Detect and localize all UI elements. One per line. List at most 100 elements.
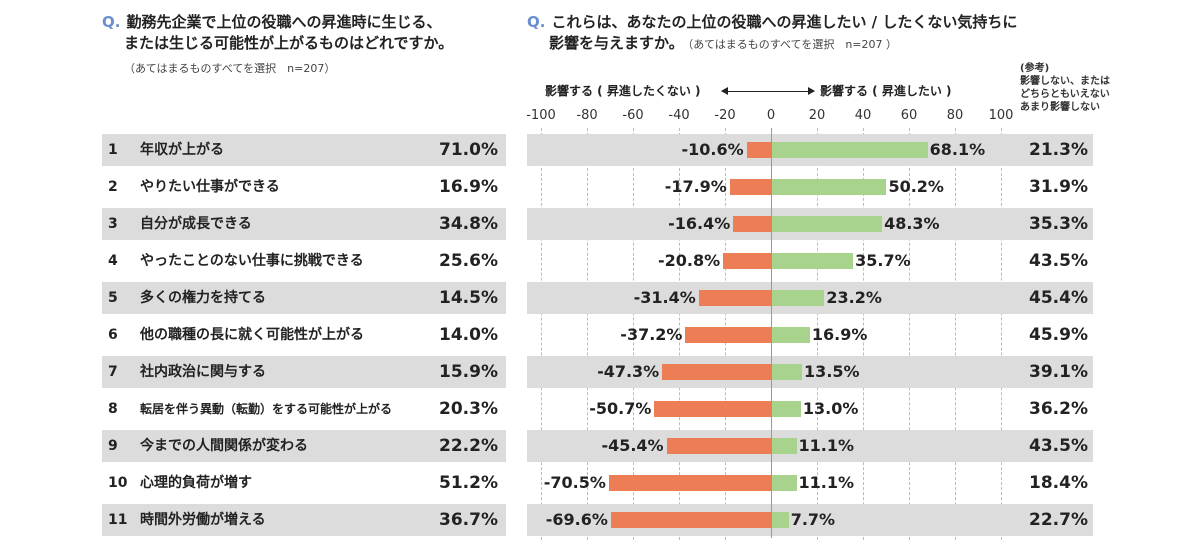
- bar-positive: [771, 290, 825, 306]
- x-tick-label: -20: [714, 108, 736, 123]
- category-label: やりたい仕事ができる: [140, 179, 280, 195]
- left-question: Q. 勤務先企業で上位の役職への昇進時に生じる、 または生じる可能性が上がるものは…: [102, 12, 453, 79]
- bar-positive: [771, 253, 854, 269]
- occurrence-value: 25.6%: [439, 251, 498, 271]
- gridline: [587, 128, 588, 540]
- row-band-left: [102, 282, 506, 314]
- category-label: 他の職種の長に就く可能性が上がる: [140, 327, 364, 343]
- x-tick-label: -100: [526, 108, 556, 123]
- value-label-negative: -37.2%: [620, 325, 683, 344]
- category-label: 自分が成長できる: [140, 216, 252, 232]
- left-question-line2: または生じる可能性が上がるものはどれですか。: [124, 34, 454, 52]
- axis-label-negative: 影響する ( 昇進したくない ): [545, 84, 701, 98]
- value-label-positive: 13.5%: [804, 362, 860, 381]
- table-row: 3 自分が成長できる 34.8% 35.3%: [0, 208, 1200, 240]
- row-band-left: [102, 134, 506, 166]
- bar-negative: [610, 512, 771, 528]
- bar-negative: [729, 179, 771, 195]
- reference-value: 43.5%: [1029, 436, 1088, 456]
- reference-value: 21.3%: [1029, 140, 1088, 160]
- reference-value: 36.2%: [1029, 399, 1088, 419]
- category-label: 年収が上がる: [140, 142, 224, 158]
- x-tick-label: 80: [946, 108, 964, 123]
- row-band-right: [527, 356, 1093, 388]
- gridline: [863, 128, 864, 540]
- bar-negative: [662, 364, 771, 380]
- reference-note-line4: あまり影響しない: [1020, 102, 1100, 113]
- axis-label-positive: 影響する ( 昇進したい ): [820, 84, 952, 98]
- table-row: 7 社内政治に関与する 15.9% 39.1%: [0, 356, 1200, 388]
- occurrence-value: 22.2%: [439, 436, 498, 456]
- x-tick-label: -40: [668, 108, 690, 123]
- bar-positive: [771, 216, 883, 232]
- x-tick-label: 60: [900, 108, 918, 123]
- value-label-negative: -70.5%: [543, 473, 606, 492]
- occurrence-value: 15.9%: [439, 362, 498, 382]
- reference-note: (参考) 影響しない、または どちらともいえない あまり影響しない: [1020, 62, 1110, 114]
- value-label-positive: 11.1%: [798, 436, 855, 455]
- occurrence-value: 51.2%: [439, 473, 498, 493]
- bar-positive: [771, 475, 797, 491]
- value-label-positive: 11.1%: [798, 473, 855, 492]
- value-label-positive: 16.9%: [811, 325, 868, 344]
- reference-note-line1: (参考): [1020, 63, 1050, 74]
- reference-value: 35.3%: [1029, 214, 1088, 234]
- bar-positive: [771, 327, 810, 343]
- x-tick-label: 20: [808, 108, 826, 123]
- table-row: 5 多くの権力を持てる 14.5% 45.4%: [0, 282, 1200, 314]
- category-label: やったことのない仕事に挑戦できる: [140, 253, 364, 269]
- value-label-positive: 13.0%: [802, 399, 859, 418]
- row-band-left: [102, 430, 506, 462]
- category-label: 転居を伴う異動（転勤）をする可能性が上がる: [140, 402, 393, 416]
- row-band-left: [102, 504, 506, 536]
- table-row: 1 年収が上がる 71.0% 21.3%: [0, 134, 1200, 166]
- bar-negative: [654, 401, 771, 417]
- value-label-negative: -16.4%: [668, 214, 731, 233]
- row-number: 3: [108, 216, 118, 232]
- x-tick-label: 40: [854, 108, 872, 123]
- bar-negative: [666, 438, 771, 454]
- row-number: 7: [108, 364, 118, 380]
- table-row: 11 時間外労働が増える 36.7% 22.7%: [0, 504, 1200, 536]
- occurrence-value: 16.9%: [439, 177, 498, 197]
- reference-value: 43.5%: [1029, 251, 1088, 271]
- right-question-note: （あてはまるものすべてを選択 n=207 ）: [687, 38, 898, 51]
- value-label-positive: 50.2%: [888, 177, 944, 196]
- row-number: 8: [108, 401, 118, 417]
- occurrence-value: 14.0%: [439, 325, 498, 345]
- reference-value: 39.1%: [1029, 362, 1088, 382]
- value-label-positive: 7.7%: [790, 510, 836, 529]
- gridline: [955, 128, 956, 540]
- left-question-line1: 勤務先企業で上位の役職への昇進時に生じる、: [126, 13, 442, 31]
- bar-negative: [733, 216, 771, 232]
- bar-negative: [698, 290, 771, 306]
- bar-negative: [723, 253, 771, 269]
- reference-value: 31.9%: [1029, 177, 1088, 197]
- row-number: 5: [108, 290, 118, 306]
- row-band-right: [527, 430, 1093, 462]
- value-label-negative: -45.4%: [601, 436, 664, 455]
- bar-negative: [608, 475, 771, 491]
- category-label: 心理的負荷が増す: [140, 475, 252, 491]
- bar-negative: [685, 327, 771, 343]
- value-label-positive: 48.3%: [884, 214, 940, 233]
- bar-positive: [771, 364, 803, 380]
- gridline: [1001, 128, 1002, 540]
- occurrence-value: 14.5%: [439, 288, 498, 308]
- zero-axis-line: [771, 128, 772, 538]
- value-label-negative: -17.9%: [664, 177, 727, 196]
- category-label: 多くの権力を持てる: [140, 290, 266, 306]
- table-row: 4 やったことのない仕事に挑戦できる 25.6% 43.5%: [0, 245, 1200, 277]
- row-number: 1: [108, 142, 118, 158]
- value-label-negative: -31.4%: [633, 288, 696, 307]
- row-band-left: [102, 356, 506, 388]
- right-question: Q. これらは、あなたの上位の役職への昇進したい / したくない気持ちに 影響を与…: [527, 12, 1017, 55]
- category-label: 今までの人間関係が変わる: [140, 438, 308, 454]
- gridline: [541, 128, 542, 540]
- value-label-negative: -10.6%: [681, 140, 744, 159]
- reference-value: 45.9%: [1029, 325, 1088, 345]
- row-number: 2: [108, 179, 118, 195]
- row-number: 9: [108, 438, 118, 454]
- bar-positive: [771, 512, 789, 528]
- x-tick-label: -60: [622, 108, 644, 123]
